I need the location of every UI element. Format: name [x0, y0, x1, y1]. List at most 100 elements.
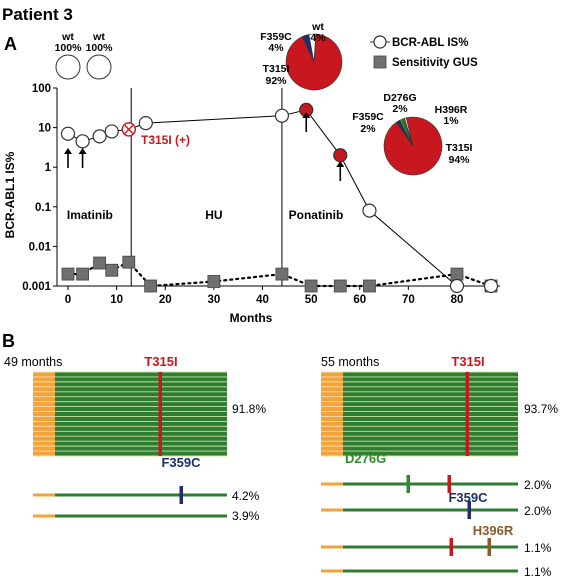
- pie4-f359c-label: F359C: [352, 111, 384, 123]
- reads-right: 55 months T315I 93.7% D276G 2.0% F359C 2…: [321, 354, 558, 579]
- y-tick-label: 10: [38, 123, 51, 135]
- reads-left-block-pct: 91.8%: [232, 402, 266, 416]
- reads-left-row1-pct: 4.2%: [232, 489, 260, 503]
- legend-bcr-abl: BCR-ABL IS%: [392, 37, 468, 49]
- pie3-wt-label: wt: [311, 21, 324, 33]
- y-axis-label: BCR-ABL1 IS%: [3, 151, 17, 238]
- legend: BCR-ABL IS% Sensitivity GUS: [370, 35, 478, 69]
- variant-mark: [449, 538, 453, 556]
- gus-point: [93, 256, 107, 270]
- pie2-wt-label: wt: [92, 31, 105, 43]
- chart-axes: 0.001 0.01 0.1 1 10 100 0 10 20 30 40 50 60 70 80: [22, 83, 500, 306]
- pie4-f359c-pct: 2%: [360, 123, 376, 135]
- x-axis-label: Months: [230, 311, 273, 325]
- gus-point: [333, 279, 347, 293]
- x-tick-label: 20: [159, 294, 172, 306]
- bcr-abl-point: [92, 129, 107, 144]
- bcr-abl-point: [274, 108, 290, 123]
- reads-right-title: 55 months: [321, 355, 379, 369]
- reads-right-d276g-label: D276G: [345, 451, 386, 466]
- variant-mark: [447, 475, 451, 493]
- phase-markers: Imatinib HU Ponatinib: [67, 88, 343, 286]
- gus-point: [144, 279, 158, 293]
- gus-point: [122, 255, 136, 269]
- y-tick-label: 0.1: [35, 202, 52, 214]
- read-rows-left: [33, 486, 227, 518]
- read-rows-right: [321, 475, 518, 573]
- pie4-h396r-label: H396R: [435, 104, 468, 116]
- bcr-abl-point: [333, 148, 348, 163]
- pie1-wt-label: wt: [61, 31, 74, 43]
- y-tick-label: 0.001: [22, 281, 51, 293]
- x-tick-label: 30: [207, 294, 220, 306]
- x-tick-label: 50: [305, 294, 318, 306]
- reads-right-h396r-label: H396R: [473, 523, 514, 538]
- phase-label: HU: [205, 208, 222, 222]
- pie4-h396r-pct: 1%: [443, 115, 459, 127]
- arrow-head: [336, 161, 345, 167]
- reads-right-row2-pct: 2.0%: [524, 504, 552, 518]
- y-tick-label: 1: [45, 162, 52, 174]
- bcr-abl-point: [60, 126, 76, 141]
- reads-right-t315i-label: T315I: [451, 354, 484, 369]
- gus-point: [450, 267, 464, 281]
- reads-left: 49 months T315I 91.8% F359C 4.2% 3.9%: [4, 354, 266, 523]
- read-block-unaligned: [33, 372, 55, 456]
- gus-point: [105, 263, 119, 277]
- clone-pies: [55, 33, 443, 176]
- pie3-f359c-label: F359C: [260, 31, 292, 43]
- pie-slice: [285, 33, 343, 91]
- event-arrows: [64, 112, 345, 181]
- read-block-left: [33, 371, 227, 457]
- variant-mark: [179, 486, 183, 504]
- mutation-column: [465, 372, 469, 456]
- gus-point: [275, 267, 289, 281]
- panel-b-label: B: [2, 331, 15, 351]
- y-tick-label: 100: [32, 83, 51, 95]
- pie3-t315i-pct: 92%: [265, 75, 287, 87]
- pie-slice: [86, 54, 112, 80]
- x-tick-label: 0: [65, 294, 71, 306]
- gus-point: [207, 275, 221, 288]
- reads-left-f359c-label: F359C: [161, 455, 201, 470]
- read-block-body: [321, 372, 518, 456]
- phase-label: Imatinib: [67, 208, 113, 222]
- pie3-t315i-label: T315I: [263, 63, 290, 75]
- pie4-d276g-pct: 2%: [392, 103, 408, 115]
- reads-right-row1-pct: 2.0%: [524, 478, 552, 492]
- reads-right-f359c-label: F359C: [448, 490, 488, 505]
- gus-point: [363, 279, 376, 293]
- y-tick-label: 0.01: [29, 241, 52, 253]
- t315i-positive-label: T315I (+): [141, 133, 190, 147]
- chart-series: [60, 102, 499, 294]
- reads-left-t315i-label: T315I: [144, 354, 177, 369]
- variant-mark: [406, 475, 410, 493]
- pie3-f359c-pct: 4%: [268, 42, 284, 54]
- figure-title: Patient 3: [2, 5, 73, 24]
- read-block-right: [321, 371, 518, 457]
- x-tick-label: 70: [402, 294, 415, 306]
- x-tick-label: 60: [353, 294, 366, 306]
- legend-square-marker: [373, 55, 387, 69]
- reads-right-block-pct: 93.7%: [524, 402, 558, 416]
- pie-slice: [55, 54, 81, 80]
- pie4-t315i-label: T315I: [446, 142, 473, 154]
- pie4-t315i-pct: 94%: [448, 154, 470, 166]
- pie-slice: [383, 116, 443, 176]
- variant-mark: [487, 538, 491, 556]
- bcr-abl-point: [138, 115, 153, 131]
- arrow-head: [64, 148, 72, 154]
- bcr-abl-point: [449, 278, 465, 294]
- x-tick-label: 10: [110, 294, 123, 306]
- variant-mark: [467, 501, 471, 519]
- legend-gus: Sensitivity GUS: [392, 57, 478, 69]
- x-tick-label: 40: [256, 294, 269, 306]
- pie2-wt-pct: 100%: [86, 42, 114, 54]
- phase-label: Ponatinib: [289, 208, 344, 222]
- pie4-d276g-label: D276G: [383, 92, 416, 104]
- pie-labels: wt 100% wt 100% F359C 4% wt 4% T315I 92%…: [55, 21, 473, 166]
- gus-point: [304, 279, 318, 293]
- bcr-abl-point: [483, 278, 499, 294]
- bcr-abl-point: [362, 203, 377, 218]
